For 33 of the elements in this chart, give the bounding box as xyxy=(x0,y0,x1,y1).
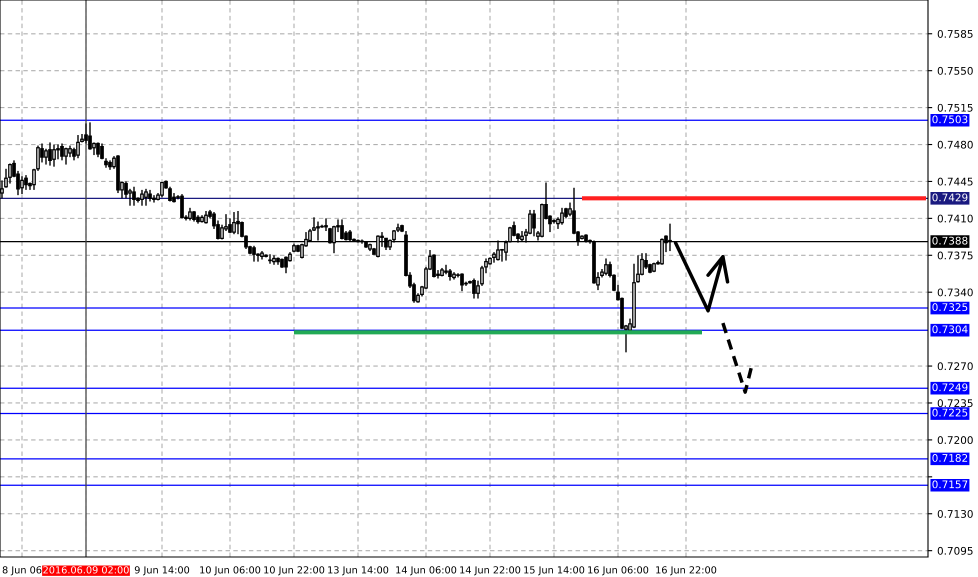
x-tick-label: 9 Jun 14:00 xyxy=(134,566,190,576)
y-tick-label: 0.7270 xyxy=(938,362,973,370)
x-tick-label: 14 Jun 06:00 xyxy=(396,566,456,576)
y-tick-label: 0.7550 xyxy=(938,66,973,75)
y-tick-label: 0.7515 xyxy=(938,104,973,112)
y-tick-label: 0.7130 xyxy=(938,510,973,518)
ref-line-label: 0.7182 xyxy=(932,454,968,462)
y-tick-label: 0.7095 xyxy=(938,546,973,555)
x-tick-label: 13 Jun 14:00 xyxy=(328,566,388,576)
y-tick-label: 0.7375 xyxy=(938,252,973,260)
ref-line-label: 0.7429 xyxy=(932,193,968,202)
ref-line-label: 0.7304 xyxy=(932,325,968,334)
x-tick-label: 10 Jun 22:00 xyxy=(264,566,324,576)
x-tick-label: 8 Jun 06 xyxy=(2,566,42,576)
ref-line-label: 0.7157 xyxy=(932,480,968,488)
ref-line-label: 0.7325 xyxy=(932,303,968,312)
ref-line-label: 0.7225 xyxy=(932,408,968,417)
ref-line-label: 0.7249 xyxy=(932,383,968,392)
x-tick-label: 16 Jun 22:00 xyxy=(656,566,716,576)
y-tick-label: 0.7340 xyxy=(938,288,973,296)
y-tick-label: 0.7410 xyxy=(938,214,973,222)
x-tick-label: 15 Jun 14:00 xyxy=(524,566,584,576)
ref-line-label: 0.7388 xyxy=(932,236,968,245)
y-tick-label: 0.7480 xyxy=(938,140,973,149)
x-tick-label: 14 Jun 22:00 xyxy=(460,566,520,576)
x-tick-label: 16 Jun 06:00 xyxy=(588,566,648,576)
y-tick-label: 0.7445 xyxy=(938,178,973,186)
y-tick-label: 0.7585 xyxy=(938,30,973,38)
x-tick-label: 10 Jun 06:00 xyxy=(200,566,260,576)
ref-line-label: 0.7503 xyxy=(932,115,968,124)
x-tick-label: 2016.06.09 02:00 xyxy=(43,566,129,574)
y-tick-label: 0.7200 xyxy=(938,436,973,444)
y-tick-label: 0.7235 xyxy=(938,399,973,408)
